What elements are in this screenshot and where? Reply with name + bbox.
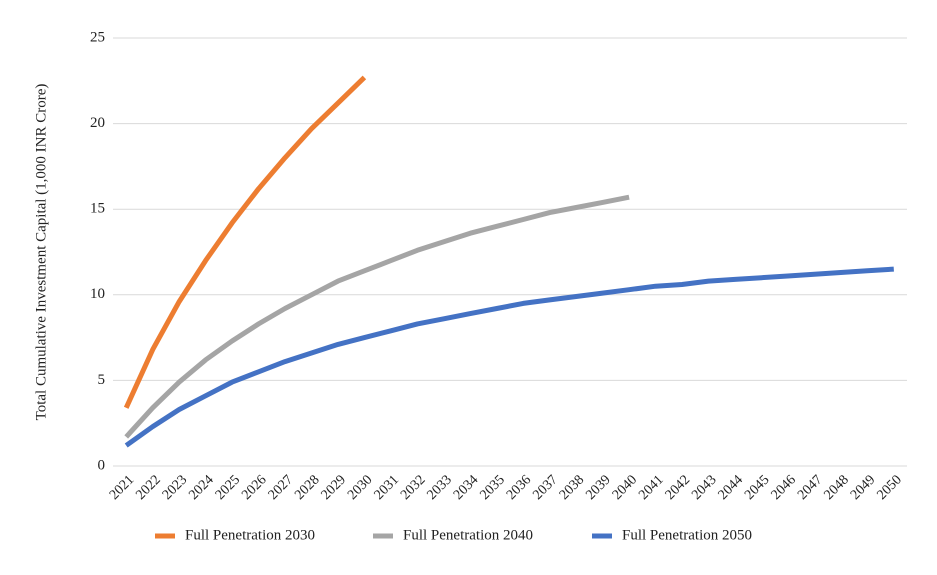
x-tick-label: 2048 [822, 472, 852, 502]
x-tick-label: 2044 [716, 472, 746, 502]
x-tick-label: 2031 [372, 472, 402, 502]
legend-label: Full Penetration 2040 [403, 527, 533, 543]
series-line [124, 266, 894, 448]
x-tick-label: 2038 [557, 472, 587, 502]
x-tick-label: 2049 [848, 472, 878, 502]
x-tick-label: 2037 [530, 472, 560, 502]
x-tick-label: 2050 [874, 472, 904, 502]
x-tick-label: 2039 [583, 472, 613, 502]
x-tick-label: 2024 [186, 472, 216, 502]
x-tick-label: 2027 [266, 472, 296, 502]
x-tick-label: 2022 [133, 472, 163, 502]
x-tick-label: 2035 [477, 472, 507, 502]
y-tick-label: 0 [98, 457, 106, 473]
x-tick-label: 2036 [504, 472, 534, 502]
x-tick-label: 2042 [663, 472, 693, 502]
x-tick-label: 2034 [451, 472, 481, 502]
x-tick-label: 2032 [398, 472, 428, 502]
y-tick-label: 5 [98, 372, 106, 388]
y-tick-label: 25 [90, 29, 105, 45]
x-tick-label: 2029 [319, 472, 349, 502]
x-tick-label: 2030 [345, 472, 375, 502]
series-line [123, 75, 367, 409]
x-tick-label: 2047 [795, 472, 825, 502]
x-tick-label: 2041 [636, 472, 666, 502]
y-tick-label: 15 [90, 201, 105, 217]
x-tick-label: 2040 [610, 472, 640, 502]
x-tick-label: 2021 [107, 472, 137, 502]
series-line [124, 194, 630, 439]
x-tick-label: 2023 [160, 472, 190, 502]
x-tick-label: 2046 [769, 472, 799, 502]
legend-label: Full Penetration 2030 [185, 527, 315, 543]
legend-label: Full Penetration 2050 [622, 527, 752, 543]
x-tick-label: 2045 [742, 472, 772, 502]
x-tick-label: 2043 [689, 472, 719, 502]
y-axis-label: Total Cumulative Investment Capital (1,0… [33, 84, 49, 421]
x-tick-label: 2033 [425, 472, 455, 502]
x-tick-label: 2026 [239, 472, 269, 502]
x-tick-label: 2028 [292, 472, 322, 502]
y-tick-label: 10 [90, 286, 105, 302]
x-tick-label: 2025 [213, 472, 243, 502]
y-tick-label: 20 [90, 115, 105, 131]
